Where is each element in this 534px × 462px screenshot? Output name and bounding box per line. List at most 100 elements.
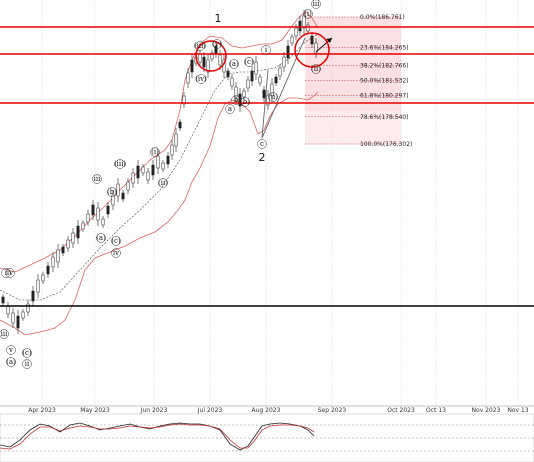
candle-body xyxy=(131,172,135,184)
wave-label-ring xyxy=(111,248,121,258)
wave-label: a xyxy=(228,105,232,113)
candle-body xyxy=(166,155,170,165)
wave-label-ring xyxy=(158,178,168,188)
wave-label-ring xyxy=(107,187,117,197)
candle-body xyxy=(190,59,194,73)
candlesticks xyxy=(1,10,318,334)
candle-body xyxy=(21,311,25,319)
wave-label: (ii) xyxy=(311,65,321,73)
candle-body xyxy=(96,207,100,221)
fib-level-label: 61.8%(180.297) xyxy=(360,92,409,99)
date-tick-label: Oct 2023 xyxy=(387,407,415,414)
wave-label: (c) xyxy=(111,237,121,245)
candle-body xyxy=(56,249,60,263)
wave-label-ring xyxy=(150,147,160,157)
candle-body xyxy=(11,312,15,324)
candle-body xyxy=(262,89,266,99)
wave-label-1: 1 xyxy=(215,12,222,25)
wave-label-ring xyxy=(6,357,16,367)
candle-body xyxy=(266,94,270,106)
wave-label-ring xyxy=(231,95,241,105)
candle-body xyxy=(282,56,286,68)
candle-body xyxy=(198,53,202,63)
wave-label-ring xyxy=(1,268,11,278)
candle-body xyxy=(61,246,65,254)
wave-label-ring xyxy=(115,159,125,169)
candle-body xyxy=(136,165,140,179)
candle-body xyxy=(81,222,85,230)
candle-body xyxy=(234,86,238,98)
candle-body xyxy=(66,239,70,249)
wave-label: c xyxy=(260,140,264,148)
candle-body xyxy=(278,67,282,77)
chart-grid xyxy=(41,0,519,462)
fib-level-label: 0.0%(186.761) xyxy=(360,14,405,21)
candle-body xyxy=(314,42,318,54)
candle-body xyxy=(71,232,75,244)
candle-body xyxy=(258,76,262,84)
candle-body xyxy=(174,133,178,147)
fib-level-label: 100.0%(176.302) xyxy=(360,141,412,148)
wave-label-ring xyxy=(212,39,222,49)
candle-body xyxy=(290,36,294,44)
trendline-2 xyxy=(261,69,269,139)
candle-body xyxy=(16,315,20,329)
wave-label: iv xyxy=(7,269,13,277)
candle-body xyxy=(141,166,145,174)
candle-body xyxy=(76,225,80,239)
wave-label: (iv) xyxy=(195,75,207,83)
candle-body xyxy=(298,20,302,32)
fib-level-label: 23.6%(184.265) xyxy=(360,44,409,51)
wave-label: (i) xyxy=(151,148,159,156)
date-tick-label: Jul 2023 xyxy=(197,407,223,414)
wave-label-ring xyxy=(257,139,267,149)
candle-body xyxy=(146,171,150,181)
wave-label: (a) xyxy=(229,60,239,68)
candle-body xyxy=(178,121,182,129)
date-tick-label: Aug 2023 xyxy=(252,407,281,414)
wave-label-ring xyxy=(240,97,250,107)
candle-body xyxy=(51,256,55,268)
candle-body xyxy=(202,56,206,68)
wave-label: (b) xyxy=(240,98,250,106)
wave-label: iii xyxy=(1,330,8,338)
wave-label: (ii) xyxy=(268,93,278,101)
candle-body xyxy=(161,162,165,170)
wave-label-ring xyxy=(111,236,121,246)
candle-body xyxy=(86,213,90,223)
candle-body xyxy=(250,70,254,82)
bollinger-lower xyxy=(0,91,319,336)
wave-label-ring xyxy=(196,74,206,84)
candle-body xyxy=(170,144,174,156)
wave-label-ring xyxy=(96,233,106,243)
wave-label: (a) xyxy=(6,358,16,366)
candle-body xyxy=(226,70,230,78)
wave-label-ring xyxy=(92,174,102,184)
candle-body xyxy=(270,83,274,97)
wave-label: b xyxy=(234,96,239,104)
candle-body xyxy=(116,183,120,197)
wave-label-ring xyxy=(22,348,32,358)
candle-body xyxy=(156,155,160,169)
candle-body xyxy=(46,265,50,275)
wave-label: (b) xyxy=(107,188,117,196)
wave-label: (c) xyxy=(244,58,254,66)
wave-label-ring xyxy=(229,59,239,69)
candle-body xyxy=(310,35,314,45)
wave-label: iii xyxy=(313,0,320,8)
candle-body xyxy=(26,303,30,313)
candle-body xyxy=(254,61,258,75)
date-tick-label: Nov 2023 xyxy=(472,407,501,414)
wave-label-ring xyxy=(261,45,271,55)
candle-body xyxy=(230,77,234,87)
fib-level-label: 50.0%(181.532) xyxy=(360,77,409,84)
wave-label-ring xyxy=(22,359,32,369)
candle-body xyxy=(186,72,190,84)
wave-label-2: 2 xyxy=(259,151,266,164)
candle-body xyxy=(210,52,214,60)
candle-body xyxy=(36,279,40,293)
candle-body xyxy=(242,90,246,98)
wave-label-ring xyxy=(244,57,254,67)
date-tick-label: Nov 13 xyxy=(507,407,528,414)
